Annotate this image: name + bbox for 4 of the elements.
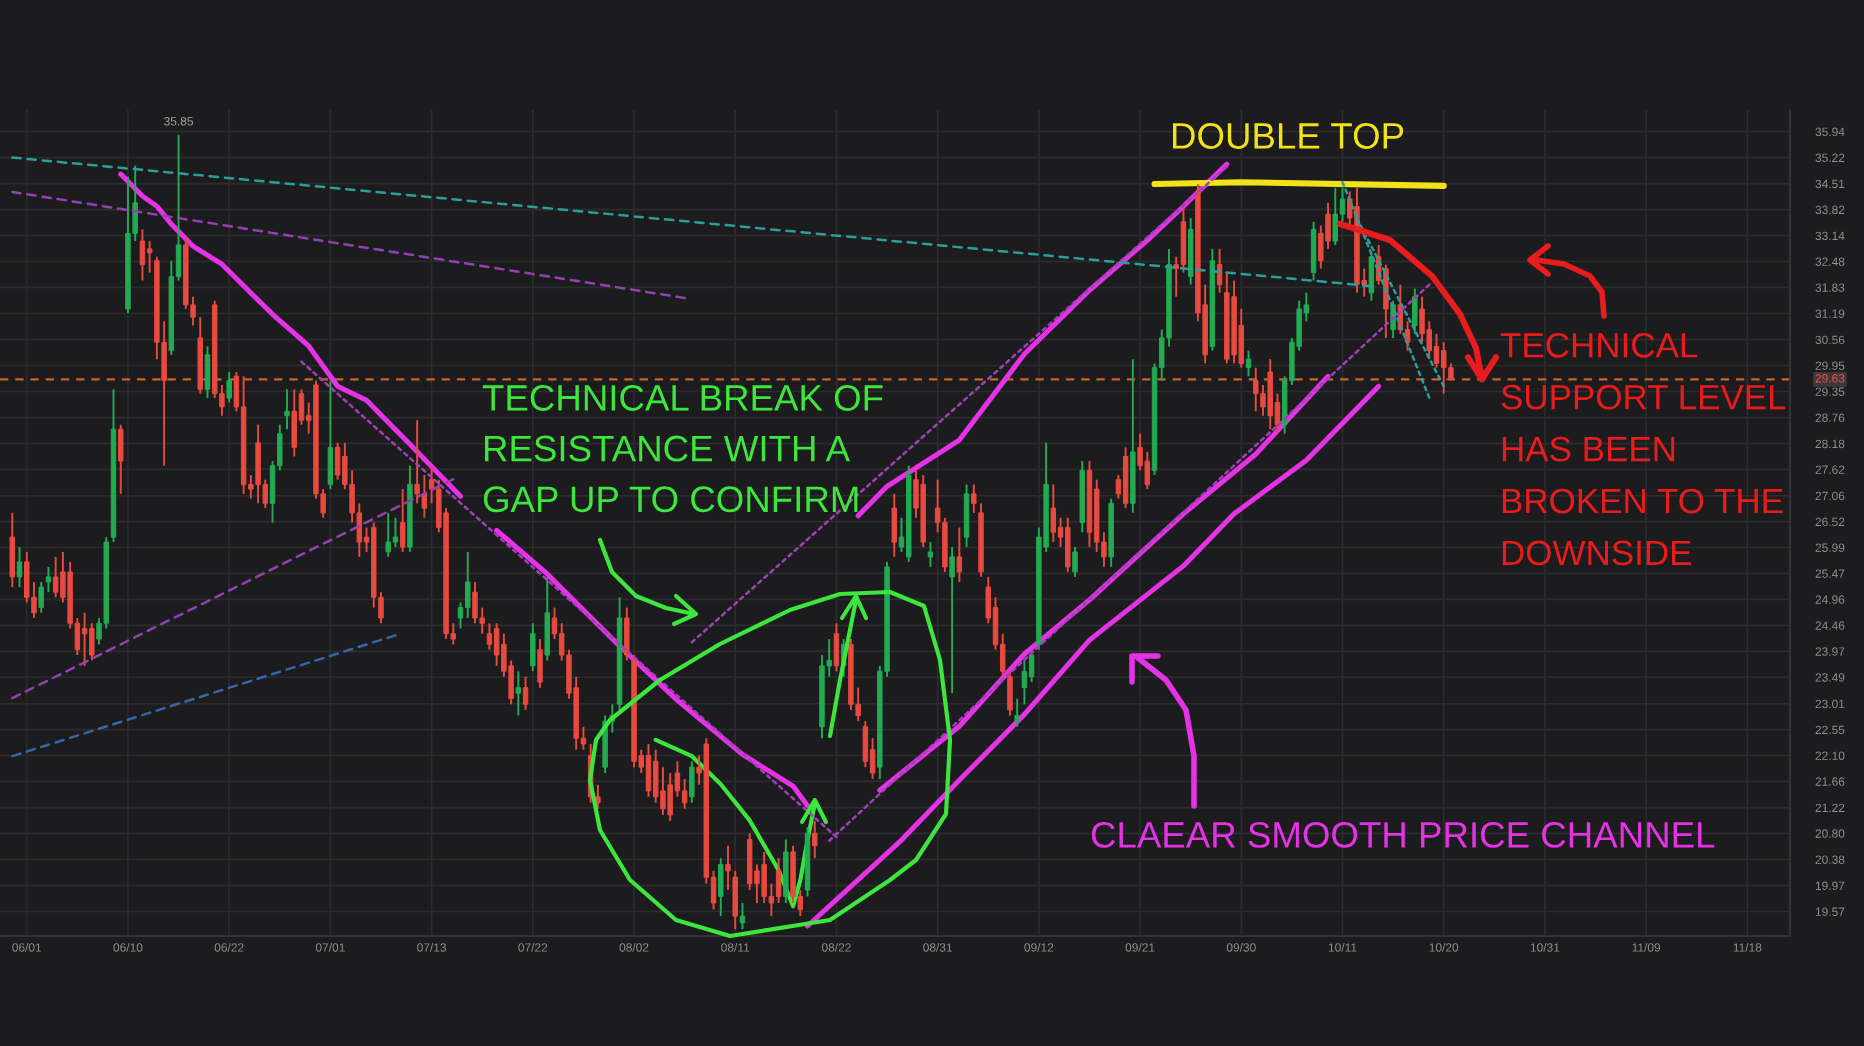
annotation: TECHNICAL BREAK OF RESISTANCE WITH A GAP UP TO CONFIRM: [482, 384, 883, 513]
annotation: DOUBLE TOP: [1173, 122, 1404, 149]
annotation: CLAEAR SMOOTH PRICE CHANNEL: [1091, 821, 1715, 848]
annotation: TECHNICAL SUPPORT LEVEL HAS BEEN BROKEN TO THE DOWNSIDE: [1500, 332, 1786, 566]
